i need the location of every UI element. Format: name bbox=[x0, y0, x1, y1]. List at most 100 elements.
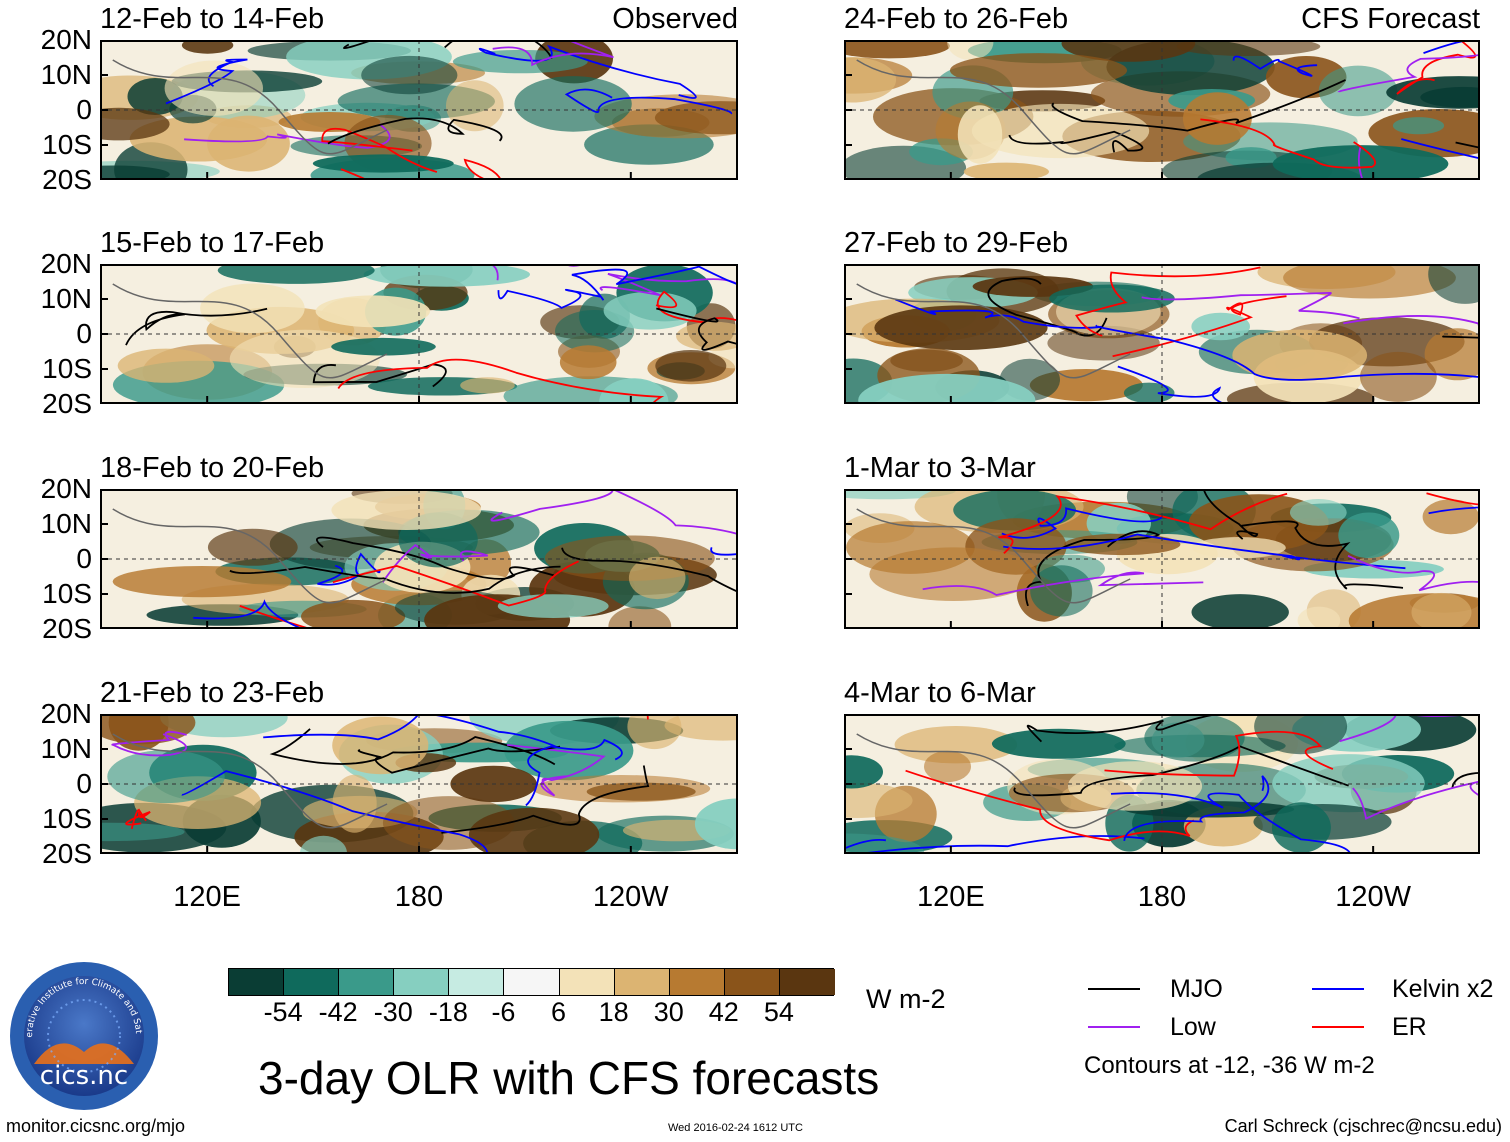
olr-anomaly-blob bbox=[117, 348, 215, 383]
olr-map bbox=[100, 246, 875, 486]
contour-line bbox=[478, 44, 697, 99]
colorbar-swatch bbox=[559, 969, 615, 995]
contour-line bbox=[321, 127, 438, 173]
coastline bbox=[112, 283, 388, 379]
lat-tick-label: 20N bbox=[40, 248, 92, 279]
olr-anomaly-blob bbox=[1283, 257, 1456, 299]
legend-line-er bbox=[1312, 1026, 1364, 1028]
olr-map bbox=[814, 438, 1510, 649]
coastline bbox=[856, 59, 1131, 155]
olr-anomaly-blob bbox=[532, 775, 711, 803]
contour-line bbox=[382, 543, 489, 583]
colorbar-tick-label: 42 bbox=[708, 997, 739, 1027]
olr-anomaly-blob bbox=[949, 53, 1128, 88]
olr-anomaly-blob bbox=[924, 750, 971, 783]
olr-anomaly-blob bbox=[1191, 594, 1289, 631]
chart-title: 3-day OLR with CFS forecasts bbox=[258, 1052, 880, 1104]
olr-anomaly-blob bbox=[1183, 92, 1252, 145]
olr-anomaly-blob bbox=[460, 377, 515, 394]
contour-line bbox=[497, 288, 601, 309]
olr-anomaly-blob bbox=[874, 305, 1048, 350]
coastline bbox=[856, 508, 1131, 604]
contour-line bbox=[1008, 130, 1144, 153]
colorbar bbox=[228, 968, 835, 996]
footer-timestamp: Wed 2016-02-24 1612 UTC bbox=[668, 1122, 803, 1134]
contour-line bbox=[525, 738, 623, 807]
contour-line bbox=[1051, 79, 1346, 132]
contour-line bbox=[269, 728, 556, 766]
contour-line bbox=[1104, 730, 1334, 777]
olr-anomaly-blob bbox=[1424, 328, 1491, 381]
lat-tick-label: 0 bbox=[76, 543, 92, 574]
olr-anomaly-blob bbox=[1411, 592, 1472, 632]
olr-map bbox=[44, 0, 787, 210]
lat-tick-label: 20S bbox=[42, 613, 92, 644]
legend-label: Low bbox=[1170, 1013, 1216, 1041]
olr-anomaly-blob bbox=[1144, 713, 1245, 762]
olr-map-plot bbox=[44, 0, 787, 210]
legend-label: MJO bbox=[1170, 975, 1223, 1003]
olr-map-plot bbox=[100, 480, 1048, 668]
olr-anomaly-blob bbox=[112, 566, 292, 598]
lat-tick-label: 20N bbox=[40, 698, 92, 729]
olr-anomaly-blob bbox=[1123, 382, 1175, 404]
contour-line bbox=[332, 560, 579, 607]
footer-site: monitor.cicsnc.org/mjo bbox=[6, 1116, 186, 1136]
coastline bbox=[112, 508, 388, 604]
olr-map-plot bbox=[796, 24, 1510, 205]
contour-line bbox=[357, 745, 561, 774]
olr-anomaly-blob bbox=[1392, 117, 1445, 135]
olr-anomaly-blob bbox=[957, 105, 1003, 164]
olr-anomaly-blob bbox=[1271, 802, 1331, 853]
olr-anomaly-blob bbox=[217, 256, 375, 284]
contour-line bbox=[599, 273, 743, 298]
contour-line bbox=[316, 536, 555, 580]
legend-line-mjo bbox=[1088, 988, 1140, 990]
contour-line bbox=[125, 307, 268, 346]
olr-anomaly-blob bbox=[1232, 329, 1368, 381]
olr-map bbox=[100, 480, 1048, 668]
contour-line bbox=[1241, 520, 1404, 590]
olr-anomaly-blob bbox=[504, 720, 634, 781]
olr-anomaly-blob bbox=[514, 76, 632, 132]
olr-anomaly-blob bbox=[361, 55, 458, 95]
contour-line bbox=[987, 277, 1108, 337]
lat-tick-label: 0 bbox=[76, 318, 92, 349]
olr-anomaly-blob bbox=[1422, 499, 1479, 535]
lon-tick-label: 180 bbox=[1137, 881, 1187, 913]
lat-tick-label: 10S bbox=[42, 578, 92, 609]
olr-anomaly-blob bbox=[468, 807, 600, 862]
contour-line bbox=[571, 265, 744, 301]
olr-anomaly-blob bbox=[1225, 147, 1277, 169]
olr-anomaly-blob bbox=[363, 262, 530, 287]
contour-line bbox=[1025, 530, 1161, 607]
logo-name: cics.nc bbox=[40, 1061, 128, 1091]
colorbar-tick-label: -54 bbox=[263, 997, 303, 1027]
lat-tick-label: 10S bbox=[42, 129, 92, 160]
olr-anomaly-blob bbox=[452, 49, 588, 74]
olr-anomaly-blob bbox=[655, 350, 727, 382]
olr-map-plot bbox=[100, 246, 875, 486]
olr-anomaly-blob bbox=[1191, 312, 1250, 341]
olr-map-plot bbox=[36, 687, 921, 871]
olr-anomaly-blob bbox=[229, 329, 380, 388]
lat-tick-label: 10N bbox=[40, 508, 92, 539]
olr-map bbox=[796, 24, 1510, 205]
olr-anomaly-blob bbox=[1272, 145, 1449, 183]
olr-anomaly-blob bbox=[301, 599, 406, 634]
lon-tick-label: 120W bbox=[1335, 881, 1412, 913]
forecast-label: CFS Forecast bbox=[1301, 3, 1480, 35]
colorbar-swatch bbox=[284, 969, 340, 995]
colorbar-swatch bbox=[724, 969, 780, 995]
olr-anomaly-blob bbox=[200, 283, 305, 334]
colorbar-swatch bbox=[779, 969, 835, 995]
contour-line bbox=[1112, 295, 1287, 358]
lat-tick-label: 20S bbox=[42, 838, 92, 869]
panel-title: 4-Mar to 6-Mar bbox=[844, 677, 1036, 709]
olr-anomaly-blob bbox=[1272, 754, 1425, 813]
contour-line bbox=[507, 744, 606, 797]
contour-line bbox=[905, 769, 1195, 842]
colorbar-tick-label: -42 bbox=[318, 997, 358, 1027]
olr-anomaly-blob bbox=[332, 716, 429, 775]
footer-author: Carl Schreck (cjschrec@ncsu.edu) bbox=[1224, 1116, 1502, 1136]
